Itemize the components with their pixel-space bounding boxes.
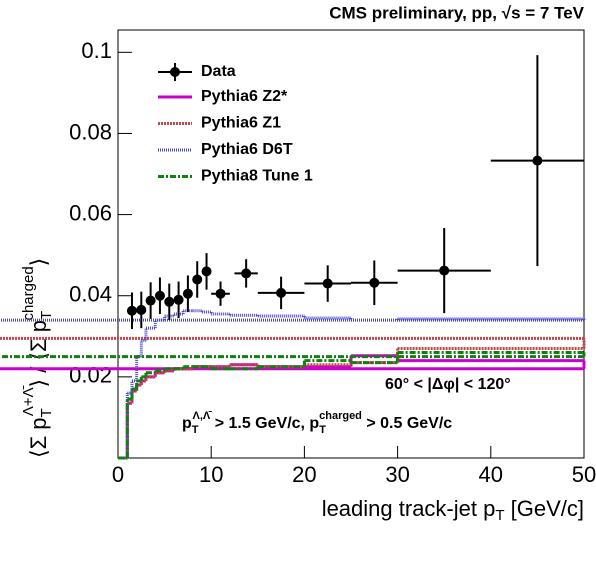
data-point	[439, 265, 450, 276]
x-tick-label: 50	[572, 462, 596, 487]
y-axis-label: ⟨Σ pTΛ+Λ̄⟩ / ⟨Σ pTcharged⟩	[20, 258, 55, 458]
chart-title: CMS preliminary, pp, √s = 7 TeV	[329, 3, 584, 22]
data-point	[276, 287, 287, 298]
y-tick-label: 0.1	[81, 38, 112, 63]
y-label-part: ⟩	[26, 258, 51, 267]
y-label-part: charged	[20, 266, 37, 320]
legend-label: Pythia8 Tune 1	[201, 168, 313, 185]
data-point	[164, 296, 175, 307]
data-point	[215, 288, 226, 299]
data-point	[154, 290, 165, 301]
annotation: 60° < |Δφ| < 120°	[385, 376, 511, 393]
x-tick-label: 0	[112, 462, 124, 487]
y-tick-label: 0.06	[69, 200, 112, 225]
x-tick-label: 30	[385, 462, 409, 487]
annotation-part: T	[319, 424, 326, 436]
annotation-part: charged	[319, 410, 362, 422]
legend-label: Data	[201, 63, 236, 80]
x-label-part: [GeV/c]	[505, 496, 584, 521]
annotation-part: > 1.5 GeV/c, p	[210, 415, 319, 432]
x-tick-label: 10	[199, 462, 223, 487]
x-label-part: leading track-jet p	[322, 496, 496, 521]
y-tick-label: 0.08	[69, 119, 112, 144]
x-tick-label: 40	[479, 462, 503, 487]
data-point	[532, 155, 543, 166]
annotation-part: > 0.5 GeV/c	[362, 415, 452, 432]
data-point	[369, 277, 380, 288]
data-point	[182, 288, 193, 299]
plot-frame	[117, 29, 585, 459]
data-point	[126, 305, 137, 316]
y-label-part: ⟨Σ p	[26, 417, 51, 458]
data-point	[173, 294, 184, 305]
data-point	[201, 266, 212, 277]
x-tick-label: 20	[292, 462, 316, 487]
annotation-part: p	[182, 415, 192, 432]
legend-swatch	[170, 67, 180, 77]
data-point	[136, 304, 147, 315]
data-point	[322, 278, 333, 289]
y-tick-label: 0.02	[69, 363, 112, 388]
legend-label: Pythia6 Z1	[201, 115, 281, 132]
annotation-part: T	[192, 424, 199, 436]
legend-label: Pythia6 D6T	[201, 141, 293, 158]
annotation-part: Λ,Λ̄	[193, 410, 213, 422]
data-point	[241, 268, 252, 279]
y-label-part: Λ+Λ̄	[20, 385, 37, 416]
y-tick-label: 0.04	[69, 282, 112, 307]
annotation: pTΛ,Λ̄ > 1.5 GeV/c, pTcharged > 0.5 GeV/…	[182, 410, 452, 436]
x-axis-label: leading track-jet pT [GeV/c]	[322, 496, 584, 524]
data-point	[145, 295, 156, 306]
x-label-part: T	[495, 507, 504, 524]
y-label-part: T	[38, 311, 55, 320]
y-label-part: T	[38, 408, 55, 417]
y-label-part: ⟩ / ⟨Σ p	[26, 320, 51, 387]
legend-label: Pythia6 Z2*	[201, 88, 288, 105]
data-point	[192, 274, 203, 285]
